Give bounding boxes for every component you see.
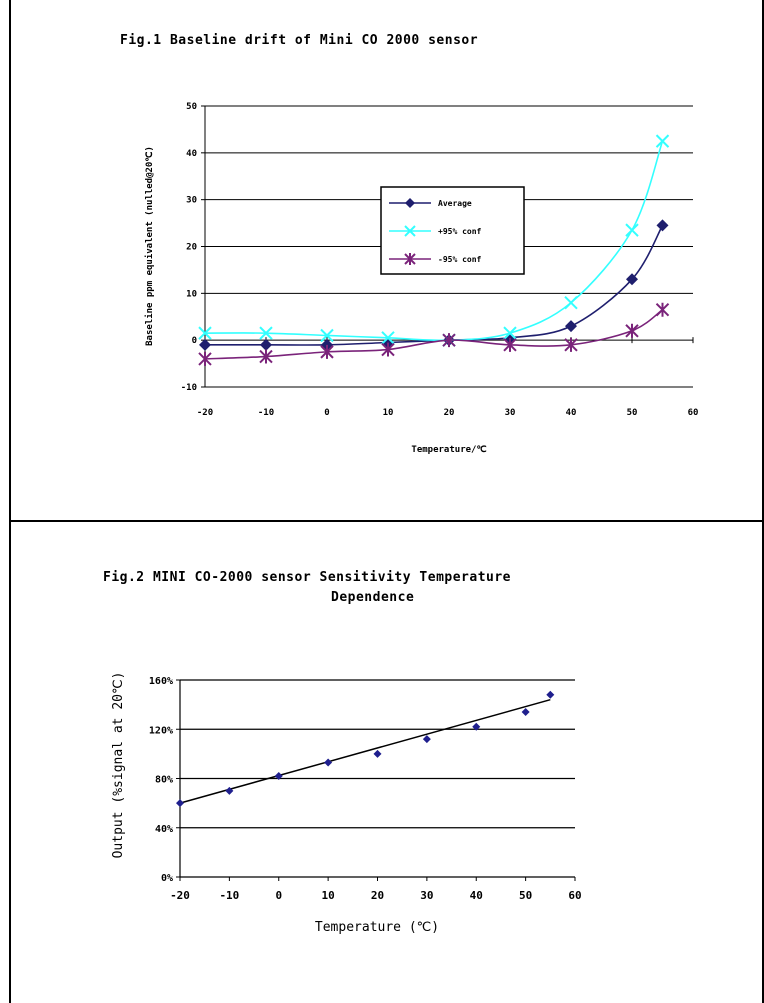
data-point <box>320 328 334 343</box>
legend-swatch-marker <box>404 253 416 265</box>
x-tick-label: 60 <box>568 889 581 902</box>
x-tick-label: -20 <box>197 408 213 418</box>
x-tick-label: -10 <box>258 408 274 418</box>
x-tick-label: 50 <box>519 889 532 902</box>
y-tick-label: 40% <box>155 824 173 835</box>
x-tick-label: -20 <box>170 889 190 902</box>
data-point <box>625 223 639 237</box>
legend-entry: -95% conf <box>438 255 482 264</box>
data-point <box>176 799 184 808</box>
x-tick-label: 50 <box>627 408 638 418</box>
data-point <box>442 333 456 348</box>
data-point <box>381 331 395 345</box>
figure-1-chart: -10 0 10 20 30 40 50 -20 -10 0 10 20 30 40 50 60 Tempera… <box>144 102 699 455</box>
data-point <box>655 134 670 148</box>
data-point <box>503 337 517 352</box>
data-point <box>503 326 517 340</box>
x-tick-label: 30 <box>505 408 516 418</box>
y-tick-label: 50 <box>186 102 197 112</box>
y-tick-label: 20 <box>186 243 197 253</box>
x-tick-label: -10 <box>219 889 239 902</box>
data-point <box>320 344 334 359</box>
y-tick-label: 160% <box>149 676 173 687</box>
figure-2-title-line-2: Dependence <box>331 590 415 605</box>
y-tick-label: 30 <box>186 196 197 206</box>
figure-2-title-line-1: Fig.2 MINI CO-2000 sensor Sensitivity Te… <box>103 570 512 585</box>
figure-2-panel <box>9 520 764 1003</box>
data-point <box>422 735 431 744</box>
data-point <box>225 786 234 795</box>
x-tick-label: 10 <box>322 889 335 902</box>
legend-swatch-marker <box>404 225 416 237</box>
data-point <box>373 749 382 758</box>
data-point <box>564 295 578 310</box>
data-point <box>472 722 481 731</box>
y-axis-label: Output (%signal at 20℃) <box>111 672 126 859</box>
x-axis-label: Temperature/℃ <box>411 444 486 455</box>
x-axis-label: Temperature (℃) <box>315 920 439 935</box>
figure-1-title: Fig.1 Baseline drift of Mini CO 2000 sen… <box>120 33 479 48</box>
x-tick-label: 10 <box>383 408 394 418</box>
legend-entry: +95% conf <box>438 227 482 236</box>
data-point <box>564 337 578 352</box>
x-tick-label: 0 <box>324 408 329 418</box>
data-point <box>626 273 638 286</box>
data-point <box>274 772 283 781</box>
y-axis-label: Baseline ppm equivalent (nulled@20℃) <box>144 146 155 346</box>
data-point <box>324 758 333 767</box>
y-tick-label: -10 <box>181 383 197 393</box>
x-tick-label: 0 <box>275 889 282 902</box>
data-point <box>259 326 273 340</box>
data-point <box>198 326 212 340</box>
x-tick-label: 30 <box>420 889 433 902</box>
x-tick-label: 40 <box>470 889 483 902</box>
data-point <box>655 302 670 317</box>
x-tick-label: 40 <box>566 408 577 418</box>
x-tick-label: 20 <box>444 408 455 418</box>
y-tick-label: 80% <box>155 775 173 786</box>
y-tick-label: 10 <box>186 289 197 299</box>
y-tick-label: 120% <box>149 725 173 736</box>
y-tick-label: 0% <box>161 873 173 884</box>
data-point <box>198 351 212 366</box>
legend-entry: Average <box>438 199 472 208</box>
data-point <box>259 349 273 364</box>
data-point <box>656 219 669 232</box>
legend-swatch-marker <box>405 198 415 208</box>
trendline <box>179 698 551 804</box>
data-point <box>381 342 395 357</box>
data-point <box>565 320 577 333</box>
data-point <box>546 690 555 699</box>
x-tick-label: 60 <box>688 408 699 418</box>
y-tick-label: 0 <box>192 336 197 346</box>
x-tick-label: 20 <box>371 889 384 902</box>
data-point <box>199 338 211 351</box>
data-point <box>521 708 530 717</box>
y-tick-label: 40 <box>186 149 197 159</box>
data-point <box>260 338 272 351</box>
data-point <box>625 323 639 338</box>
